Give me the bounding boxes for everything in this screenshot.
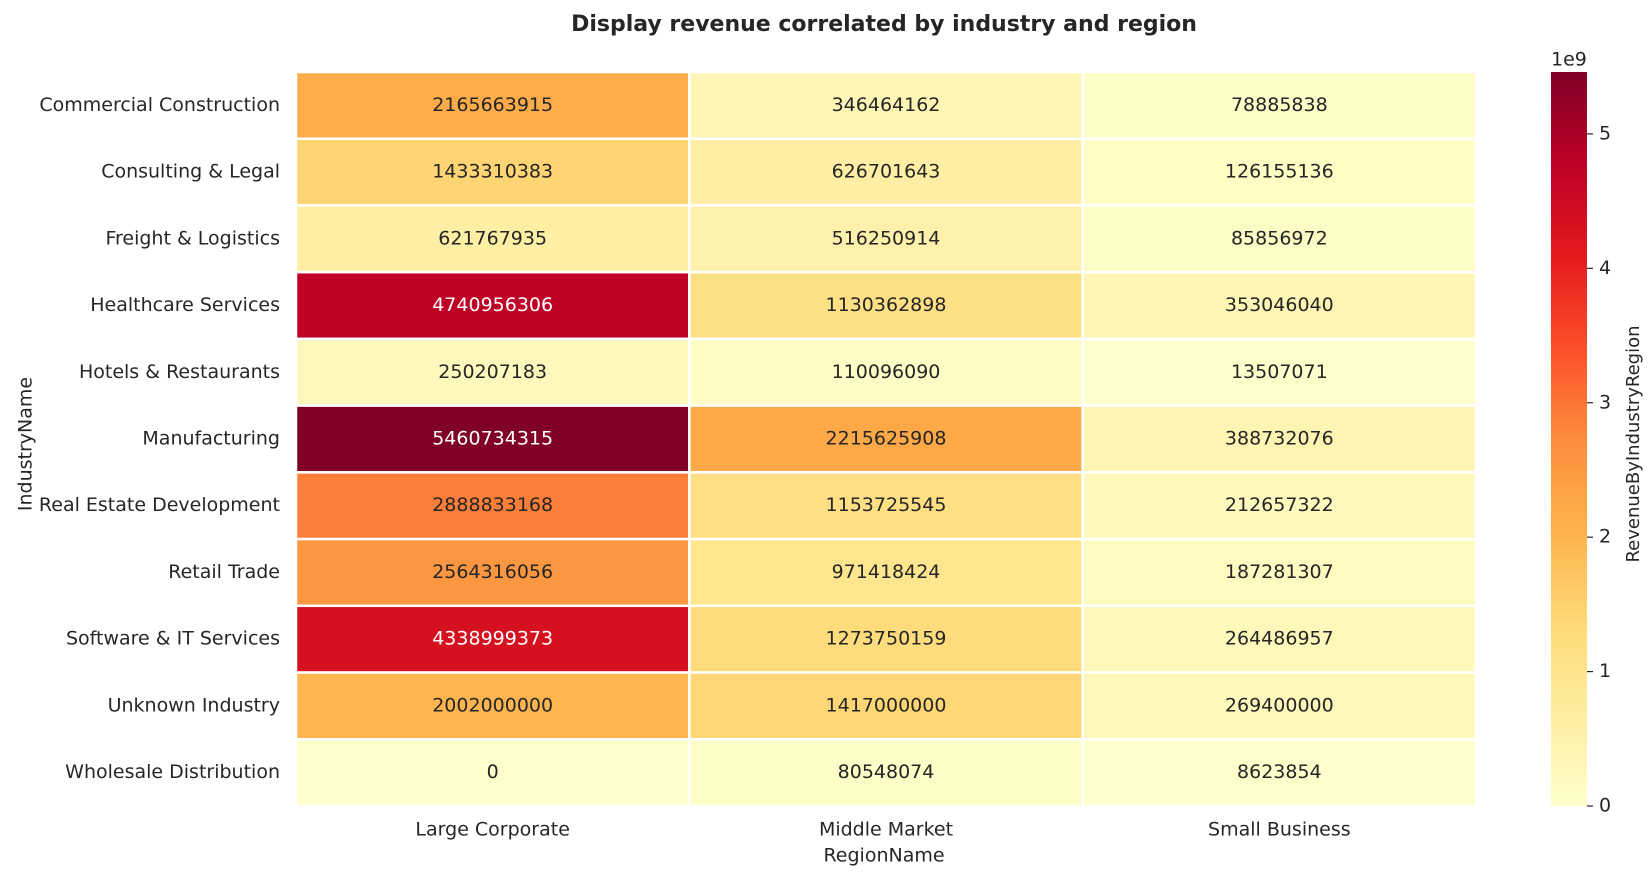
cell-value-label: 8623854 (1237, 761, 1322, 783)
cell-value-label: 1273750159 (826, 628, 947, 650)
heatmap-cell (294, 471, 691, 541)
cell-value-label: 80548074 (838, 761, 935, 783)
cell-value-label: 2888833168 (432, 494, 553, 516)
heatmap-cell (1081, 471, 1478, 541)
cell-value-label: 516250914 (832, 227, 941, 249)
colorbar-tick-label: 0 (1599, 795, 1611, 817)
row-label: Manufacturing (142, 428, 280, 450)
heatmap-cell (1081, 537, 1478, 608)
colorbar-offset-label: 1e9 (1551, 49, 1587, 71)
colorbar-tick-label: 4 (1599, 257, 1611, 279)
heatmap-cell (1081, 137, 1478, 207)
cell-value-label: 621767935 (438, 227, 547, 249)
x-axis-label: RegionName (823, 845, 944, 867)
cell-value-label: 2215625908 (826, 428, 947, 450)
row-tick-labels: Commercial Construction Consulting & Lega… (39, 94, 280, 783)
cell-value-label: 1433310383 (432, 161, 553, 183)
heatmap-cell (294, 404, 691, 474)
chart-title: Display revenue correlated by industry a… (571, 12, 1197, 37)
cell-value-label: 212657322 (1225, 494, 1334, 516)
colorbar-tick-label: 2 (1599, 526, 1611, 548)
row-label: Consulting & Legal (101, 161, 280, 183)
column-label: Large Corporate (415, 819, 569, 841)
heatmap-cell (294, 537, 691, 608)
cell-value-label: 2165663915 (432, 94, 553, 116)
heatmap-cells (294, 70, 1478, 808)
row-label: Real Estate Development (39, 494, 280, 516)
heatmap-cell (688, 204, 1084, 274)
cell-value-label: 1130362898 (826, 294, 947, 316)
cell-value-label: 2564316056 (432, 561, 553, 583)
cell-value-label: 5460734315 (432, 428, 553, 450)
cell-value-label: 1417000000 (826, 694, 947, 716)
cell-value-label: 187281307 (1225, 561, 1334, 583)
colorbar-tick-label: 3 (1599, 391, 1611, 413)
heatmap-cell-labels: 2165663915 346464162 78885838 1433310383 626… (432, 94, 1334, 783)
colorbar-ticks: 0 1 2 3 4 5 (1587, 122, 1611, 817)
heatmap-cell (1081, 738, 1478, 808)
heatmap-cell (294, 671, 691, 741)
column-label: Middle Market (819, 819, 953, 841)
heatmap-cell (294, 738, 691, 808)
row-label: Wholesale Distribution (65, 761, 280, 783)
cell-value-label: 971418424 (832, 561, 941, 583)
row-label: Commercial Construction (39, 94, 280, 116)
cell-value-label: 353046040 (1225, 294, 1334, 316)
cell-value-label: 250207183 (438, 361, 547, 383)
colorbar-tick-label: 5 (1599, 122, 1611, 144)
row-label: Unknown Industry (108, 694, 280, 716)
heatmap-cell (688, 471, 1084, 541)
cell-value-label: 85856972 (1231, 227, 1328, 249)
colorbar-label: RevenueByIndustryRegion (1623, 325, 1644, 562)
y-axis-label: IndustryName (15, 377, 37, 511)
row-label: Hotels & Restaurants (79, 361, 280, 383)
heatmap-cell (688, 337, 1084, 407)
cell-value-label: 0 (487, 761, 499, 783)
heatmap-cell (1081, 270, 1478, 341)
cell-value-label: 269400000 (1225, 694, 1334, 716)
cell-value-label: 4338999373 (432, 628, 553, 650)
cell-value-label: 2002000000 (432, 694, 553, 716)
row-label: Freight & Logistics (105, 227, 280, 249)
heatmap-cell (1081, 404, 1478, 474)
cell-value-label: 126155136 (1225, 161, 1334, 183)
row-label: Retail Trade (168, 561, 280, 583)
heatmap-cell (688, 537, 1084, 608)
heatmap-cell (688, 404, 1084, 474)
cell-value-label: 346464162 (832, 94, 941, 116)
cell-value-label: 626701643 (832, 161, 941, 183)
cell-value-label: 110096090 (832, 361, 941, 383)
colorbar (1551, 72, 1587, 806)
heatmap-cell (1081, 70, 1478, 140)
cell-value-label: 264486957 (1225, 628, 1334, 650)
heatmap-cell (1081, 604, 1478, 674)
heatmap-cell (688, 70, 1084, 140)
column-label: Small Business (1208, 819, 1351, 841)
row-label: Software & IT Services (66, 628, 280, 650)
row-label: Healthcare Services (90, 294, 280, 316)
heatmap-cell (1081, 671, 1478, 741)
cell-value-label: 388732076 (1225, 428, 1334, 450)
heatmap-cell (294, 70, 691, 140)
cell-value-label: 4740956306 (432, 294, 553, 316)
cell-value-label: 1153725545 (826, 494, 947, 516)
cell-value-label: 78885838 (1231, 94, 1328, 116)
colorbar-tick-label: 1 (1599, 660, 1611, 682)
column-tick-labels: Large Corporate Middle Market Small Busine… (415, 819, 1350, 841)
heatmap-cell (294, 270, 691, 341)
heatmap-cell (688, 671, 1084, 741)
cell-value-label: 13507071 (1231, 361, 1328, 383)
